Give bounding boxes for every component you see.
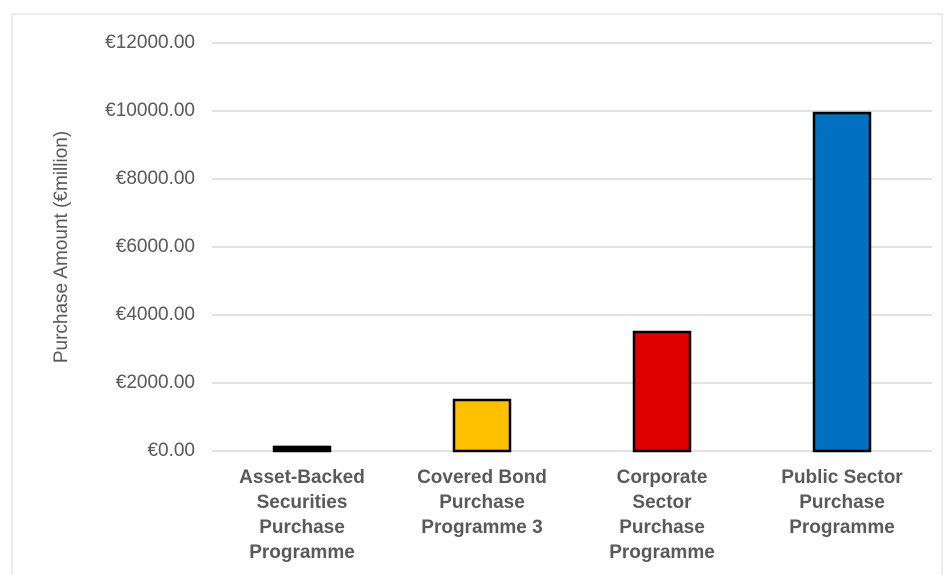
x-tick-label: Public Sector Purchase Programme — [781, 467, 903, 538]
chart-border — [11, 13, 943, 575]
y-tick-label: €6000.00 — [116, 236, 195, 257]
y-tick-label: €8000.00 — [116, 168, 195, 189]
y-tick-label: €0.00 — [147, 440, 195, 461]
bar — [812, 111, 872, 453]
bar — [452, 398, 512, 453]
y-tick-label: €10000.00 — [105, 100, 195, 121]
bar — [632, 330, 692, 453]
y-tick-label: €2000.00 — [116, 372, 195, 393]
y-axis-label: Purchase Amount (€million) — [51, 131, 72, 363]
x-tick-label: Covered Bond Purchase Programme 3 — [417, 467, 547, 538]
y-tick-label: €4000.00 — [116, 304, 195, 325]
bar — [272, 445, 332, 453]
y-tick-label: €12000.00 — [105, 32, 195, 53]
x-tick-label: Asset-Backed Securities Purchase Programme — [239, 467, 365, 563]
x-tick-label: Corporate Sector Purchase Programme — [609, 467, 715, 563]
